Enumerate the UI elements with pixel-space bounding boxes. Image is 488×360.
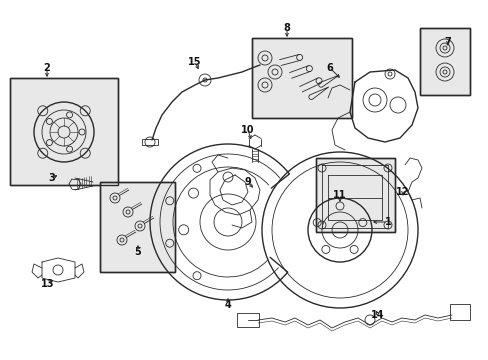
Text: 12: 12	[395, 187, 409, 197]
Text: 3: 3	[48, 173, 55, 183]
Text: 10: 10	[241, 125, 254, 135]
Bar	[100, 182, 175, 272]
Bar	[315, 158, 394, 232]
Text: 5: 5	[134, 247, 141, 257]
Bar	[419, 28, 469, 95]
Bar	[251, 38, 351, 118]
Text: 11: 11	[332, 190, 346, 200]
Bar	[419, 28, 469, 95]
Bar	[315, 158, 394, 232]
Bar	[100, 182, 175, 272]
Text: 1: 1	[384, 217, 390, 227]
Bar	[251, 38, 351, 118]
Bar	[10, 78, 118, 185]
Text: 8: 8	[283, 23, 290, 33]
Text: 7: 7	[444, 37, 450, 47]
Text: 14: 14	[370, 310, 384, 320]
Text: 13: 13	[41, 279, 55, 289]
Bar	[10, 78, 118, 185]
Text: 4: 4	[224, 300, 231, 310]
Text: 6: 6	[326, 63, 333, 73]
Text: 15: 15	[188, 57, 202, 67]
Bar	[142, 139, 158, 145]
Bar	[449, 304, 469, 320]
Text: 2: 2	[43, 63, 50, 73]
Text: 9: 9	[244, 177, 251, 187]
Bar	[237, 313, 259, 327]
